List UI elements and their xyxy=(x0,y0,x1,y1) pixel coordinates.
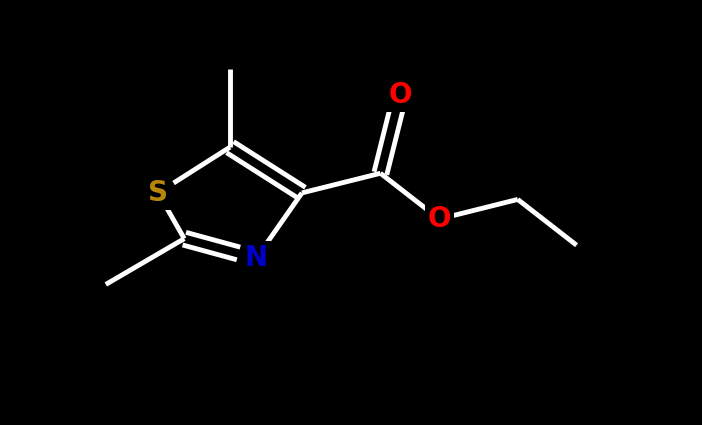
Text: O: O xyxy=(388,81,412,109)
Text: S: S xyxy=(148,179,168,207)
Text: N: N xyxy=(244,244,267,272)
Text: O: O xyxy=(428,205,451,233)
